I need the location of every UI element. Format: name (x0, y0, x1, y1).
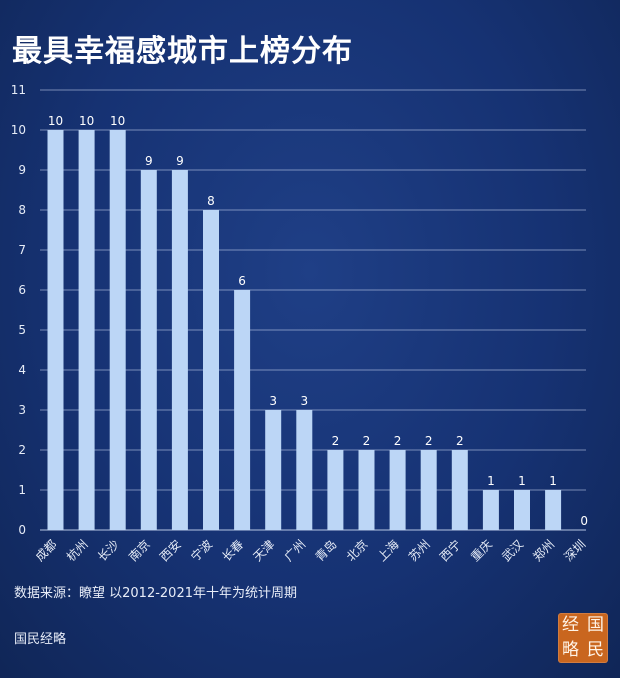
bar (78, 130, 95, 530)
bar (47, 130, 64, 530)
seal-char: 国 (587, 615, 604, 635)
bar (109, 130, 126, 530)
category-label: 上海 (374, 537, 402, 565)
y-tick-label: 9 (18, 163, 26, 177)
value-label: 2 (363, 434, 371, 448)
category-label: 长春 (219, 537, 246, 564)
bar (389, 450, 406, 530)
bar (451, 450, 468, 530)
y-tick-label: 7 (18, 243, 26, 257)
category-label: 青岛 (312, 537, 340, 565)
value-label: 1 (487, 474, 495, 488)
category-labels: 成都 杭州 长沙 南京 西安 宁波 长春 天津 广州 青岛 北京 上海 苏州 西宁 重庆 武汉 郑州 深圳 (33, 537, 589, 565)
bar (265, 410, 282, 530)
bar (234, 290, 251, 530)
value-label: 2 (394, 434, 402, 448)
grid-lines (40, 89, 586, 531)
value-label: 0 (580, 514, 588, 528)
y-tick-label: 11 (11, 83, 26, 97)
value-label: 2 (332, 434, 340, 448)
value-label: 1 (518, 474, 526, 488)
bar (171, 170, 188, 530)
y-tick-label: 5 (18, 323, 26, 337)
category-label: 广州 (282, 537, 309, 564)
bar (358, 450, 375, 530)
seal-char: 经 (562, 615, 579, 635)
value-label: 3 (300, 394, 308, 408)
value-label: 10 (79, 114, 94, 128)
value-label: 2 (456, 434, 464, 448)
category-label: 南京 (125, 537, 153, 565)
bar (545, 490, 562, 530)
bar (482, 490, 499, 530)
category-label: 重庆 (468, 537, 495, 564)
chart-title: 最具幸福感城市上榜分布 (12, 34, 353, 69)
value-label: 3 (269, 394, 277, 408)
value-label: 6 (238, 274, 246, 288)
bar (420, 450, 437, 530)
y-tick-label: 6 (18, 283, 26, 297)
category-label: 北京 (344, 537, 371, 564)
category-label: 苏州 (406, 537, 433, 564)
value-label: 10 (110, 114, 125, 128)
category-label: 成都 (33, 537, 60, 564)
category-label: 长沙 (95, 537, 122, 564)
bar (514, 490, 530, 530)
y-tick-label: 2 (18, 443, 26, 457)
y-tick-label: 4 (18, 363, 26, 377)
category-label: 宁波 (188, 537, 216, 565)
brand-name: 国民经略 (14, 632, 67, 647)
value-label: 2 (425, 434, 433, 448)
category-label: 天津 (250, 537, 277, 564)
bar (203, 210, 219, 530)
seal-char: 民 (587, 640, 604, 660)
y-tick-label: 0 (18, 523, 26, 537)
value-label: 9 (145, 154, 153, 168)
bar (327, 450, 344, 530)
y-tick-label: 3 (18, 403, 26, 417)
category-label: 西安 (156, 537, 184, 565)
data-source-note: 数据来源：瞭望 以2012-2021年十年为统计周期 (14, 586, 297, 601)
bar (140, 170, 157, 530)
brand-seal: 经 国 略 民 (558, 613, 608, 663)
y-axis-ticks: 0 1 2 3 4 5 6 7 8 9 10 11 (11, 83, 26, 537)
category-label: 杭州 (63, 537, 91, 565)
y-tick-label: 1 (18, 483, 26, 497)
seal-char: 略 (562, 640, 579, 660)
value-label: 8 (207, 194, 215, 208)
bars (47, 130, 562, 530)
value-label: 1 (549, 474, 557, 488)
value-label: 9 (176, 154, 184, 168)
category-label: 深圳 (561, 537, 588, 564)
category-label: 郑州 (530, 537, 558, 565)
category-label: 西宁 (436, 537, 464, 565)
bar-chart: 01234567891011 10 10 109 9863 32 2 2 2 21 1 10 成都杭… (11, 83, 589, 565)
value-label: 10 (48, 114, 63, 128)
category-label: 武汉 (499, 537, 526, 564)
y-tick-label: 10 (11, 123, 26, 137)
y-tick-label: 8 (18, 203, 26, 217)
bar (296, 410, 313, 530)
